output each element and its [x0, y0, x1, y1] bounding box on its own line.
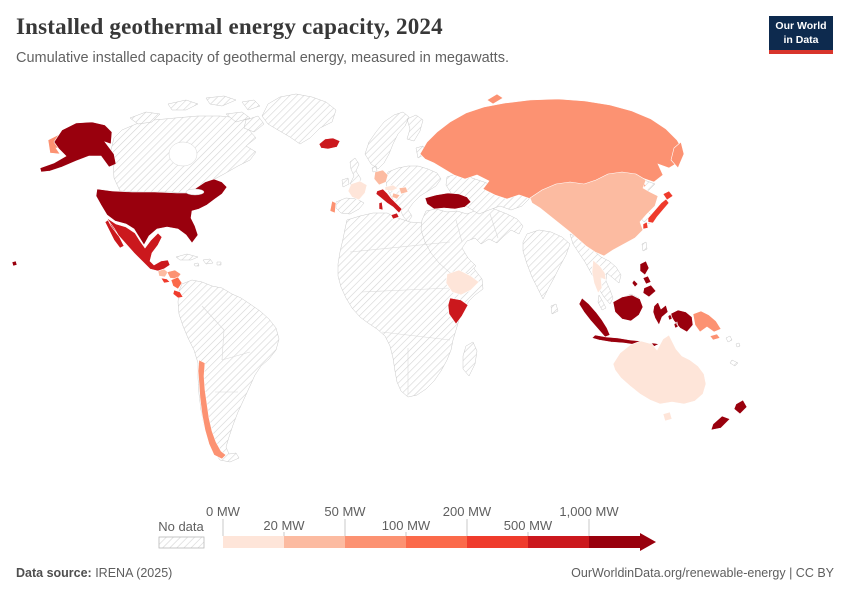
country-greenland[interactable]	[261, 93, 337, 145]
legend-bin-5[interactable]	[528, 536, 589, 548]
legend-label-100: 100 MW	[382, 518, 431, 533]
legend-no-data-swatch[interactable]	[158, 536, 205, 549]
great-lakes	[185, 188, 205, 196]
country-kenya[interactable]	[447, 297, 469, 325]
country-china[interactable]	[529, 171, 659, 257]
country-guatemala[interactable]	[157, 268, 169, 278]
legend-bin-2[interactable]	[345, 536, 406, 548]
region-scandinavia[interactable]	[364, 111, 426, 173]
country-spain[interactable]	[335, 197, 365, 215]
country-france[interactable]	[347, 180, 368, 201]
legend-no-data-label: No data	[158, 519, 204, 534]
country-italy[interactable]	[375, 188, 403, 220]
country-costa-rica[interactable]	[172, 289, 184, 299]
inland-water	[168, 141, 205, 196]
country-germany[interactable]	[373, 169, 389, 186]
owid-logo-text: Our World in Data	[769, 20, 833, 47]
country-ethiopia[interactable]	[445, 269, 480, 296]
data-source-value: IRENA (2025)	[91, 566, 173, 580]
legend-label-0: 0 MW	[206, 504, 241, 519]
owid-logo-stripe	[769, 50, 833, 54]
country-mexico[interactable]	[104, 217, 171, 272]
country-united-states-hawaii[interactable]	[11, 260, 18, 267]
country-ireland[interactable]	[341, 177, 350, 188]
legend-bin-4[interactable]	[467, 536, 528, 548]
country-sri-lanka[interactable]	[550, 303, 559, 315]
country-canada-arctic-islands[interactable]	[129, 95, 265, 133]
no-data-regions	[110, 93, 741, 463]
country-taiwan[interactable]	[641, 241, 648, 252]
data-source: Data source: IRENA (2025)	[16, 566, 172, 580]
owid-logo: Our World in Data	[769, 16, 833, 54]
region-south-america[interactable]	[177, 279, 280, 463]
country-chile[interactable]	[197, 359, 227, 460]
country-philippines[interactable]	[631, 260, 657, 298]
map-legend: No data 0 MW 20 MW 50 MW 100 MW 200 MW 5…	[158, 504, 656, 551]
country-thailand[interactable]	[591, 259, 607, 294]
country-australia[interactable]	[612, 334, 707, 422]
data-countries	[11, 93, 748, 460]
country-papua-new-guinea[interactable]	[692, 310, 722, 341]
country-new-caledonia[interactable]	[729, 359, 739, 367]
page-subtitle: Cumulative installed capacity of geother…	[16, 50, 509, 66]
legend-bin-0[interactable]	[223, 536, 284, 548]
legend-bin-3[interactable]	[406, 536, 467, 548]
country-united-states-alaska[interactable]	[39, 121, 117, 173]
country-malaysia[interactable]	[597, 294, 607, 311]
legend-label-50: 50 MW	[324, 504, 366, 519]
page-title: Installed geothermal energy capacity, 20…	[16, 14, 443, 39]
country-japan[interactable]	[642, 190, 674, 230]
owid-logo-line1: Our World	[775, 20, 827, 32]
license-link[interactable]: OurWorldinData.org/renewable-energy | CC…	[571, 566, 834, 580]
country-portugal[interactable]	[329, 200, 337, 214]
legend-bin-1[interactable]	[284, 536, 345, 548]
country-russia-novaya-zemlya[interactable]	[486, 93, 504, 105]
world-choropleth-map: No data 0 MW 20 MW 50 MW 100 MW 200 MW 5…	[11, 93, 748, 551]
country-hispaniola[interactable]	[193, 258, 222, 267]
country-russia-kamchatka[interactable]	[670, 141, 685, 169]
country-india[interactable]	[522, 229, 571, 300]
chart-footer: Data source: IRENA (2025) OurWorldinData…	[0, 566, 850, 580]
data-source-label: Data source:	[16, 566, 92, 580]
country-indonesia[interactable]	[578, 294, 694, 349]
country-borders	[201, 213, 499, 394]
country-austria[interactable]	[384, 184, 399, 192]
legend-label-200: 200 MW	[443, 504, 492, 519]
country-madagascar[interactable]	[462, 341, 478, 377]
country-honduras[interactable]	[166, 269, 182, 280]
country-hungary[interactable]	[398, 186, 409, 195]
country-solomon-islands[interactable]	[725, 335, 741, 348]
country-cuba[interactable]	[175, 253, 199, 261]
country-turkey[interactable]	[424, 192, 472, 210]
owid-logo-line2: in Data	[783, 33, 819, 46]
country-el-salvador[interactable]	[160, 277, 171, 284]
legend-label-500: 500 MW	[504, 518, 553, 533]
country-nicaragua[interactable]	[170, 276, 183, 290]
country-croatia[interactable]	[391, 192, 401, 200]
country-new-zealand[interactable]	[710, 399, 748, 431]
legend-bin-6-arrow[interactable]	[589, 533, 656, 551]
hudson-bay	[168, 141, 198, 167]
legend-label-20: 20 MW	[263, 518, 305, 533]
legend-label-1000: 1,000 MW	[559, 504, 619, 519]
country-iceland[interactable]	[318, 137, 341, 150]
